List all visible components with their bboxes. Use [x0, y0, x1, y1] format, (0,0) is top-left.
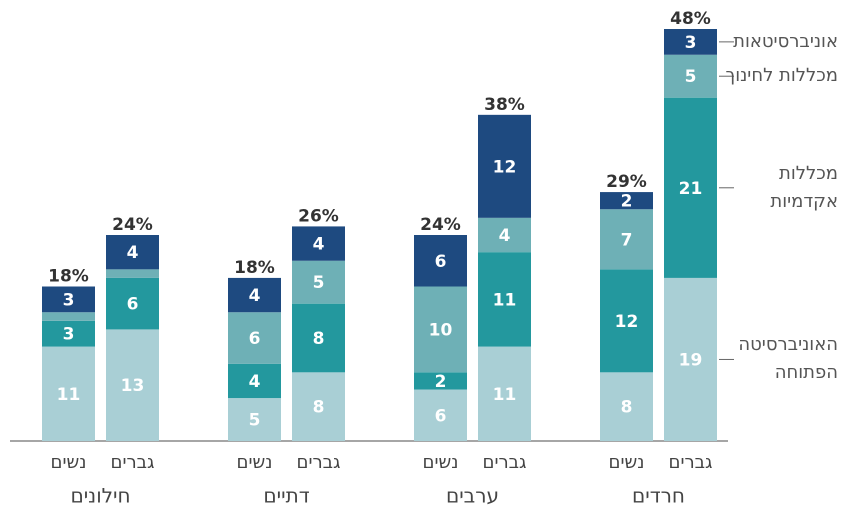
bar-segment [42, 346, 95, 441]
x-tick-label: נשים [51, 452, 87, 473]
bar-segment [42, 286, 95, 313]
value-label: 5 [313, 273, 325, 293]
value-label: 6 [435, 406, 447, 426]
value-label: 3 [685, 33, 697, 53]
bar-segment [478, 114, 531, 218]
bar-segment [106, 329, 159, 441]
bar-segment [478, 252, 531, 347]
x-tick-label: גברים [297, 452, 341, 473]
group-label: ערבים [446, 484, 499, 505]
x-tick-label: נשים [609, 452, 645, 473]
bar-segment [228, 363, 281, 399]
bar-segment [106, 269, 159, 278]
bar-segment [414, 286, 467, 373]
value-label: 11 [493, 385, 517, 405]
value-label: 6 [249, 329, 261, 349]
bar-segment [228, 398, 281, 441]
bar-segment [664, 277, 717, 441]
bar-segment [664, 29, 717, 55]
bar-segment [292, 226, 345, 261]
legend-label: האוניברסיטה הפתוחה [738, 334, 838, 384]
value-label: 11 [493, 290, 517, 310]
value-label: 11 [57, 385, 81, 405]
value-label: 6 [435, 252, 447, 272]
value-label: 6 [127, 295, 139, 315]
total-label: 18% [234, 258, 275, 278]
value-label: 4 [127, 243, 139, 263]
bar-segment [414, 235, 467, 287]
value-label: 4 [313, 235, 325, 255]
bar-segment [478, 217, 531, 253]
total-label: 26% [298, 206, 339, 226]
value-label: 4 [499, 226, 511, 246]
legend-label: מכללות אקדמיות [770, 162, 838, 212]
value-label: 12 [493, 157, 517, 177]
total-label: 48% [670, 9, 711, 29]
total-label: 29% [606, 172, 647, 192]
bar-segment [292, 372, 345, 441]
x-tick-label: גברים [669, 452, 713, 473]
x-tick-label: נשים [423, 452, 459, 473]
bar-segment [600, 192, 653, 210]
bar-segment [228, 277, 281, 313]
bar-segment [292, 303, 345, 373]
x-tick-label: גברים [483, 452, 527, 473]
value-label: 5 [249, 411, 261, 431]
value-label: 4 [249, 372, 261, 392]
value-label: 21 [679, 179, 703, 199]
legend-label: אוניברסיטאות [733, 30, 838, 52]
total-label: 24% [420, 215, 461, 235]
total-label: 38% [484, 95, 525, 115]
bar-segment [228, 312, 281, 364]
x-tick-label: גברים [111, 452, 155, 473]
total-label: 18% [48, 267, 89, 287]
value-label: 2 [621, 192, 633, 212]
bar-segment [106, 235, 159, 270]
value-label: 5 [685, 67, 697, 87]
bar-segment [42, 312, 95, 321]
value-label: 13 [121, 376, 145, 396]
group-label: חרדים [632, 484, 685, 505]
bar-segment [292, 260, 345, 304]
bar-segment [414, 372, 467, 390]
bar-segment [414, 389, 467, 441]
bar-segment [600, 269, 653, 373]
x-tick-label: נשים [237, 452, 273, 473]
value-label: 12 [615, 312, 639, 332]
bar-segment [664, 54, 717, 98]
value-label: 4 [249, 286, 261, 306]
legend-label: מכללות לחינוך [725, 65, 838, 87]
bar-segment [664, 97, 717, 278]
bar-segment [600, 372, 653, 441]
bar-segment [600, 209, 653, 270]
value-label: 8 [313, 398, 325, 418]
bar-segment [478, 346, 531, 441]
value-label: 19 [679, 350, 703, 370]
value-label: 8 [313, 329, 325, 349]
value-label: 3 [63, 325, 75, 345]
value-label: 7 [621, 230, 633, 250]
bar-segment [42, 320, 95, 347]
value-label: 10 [429, 320, 453, 340]
bar-segment [106, 277, 159, 330]
value-label: 3 [63, 290, 75, 310]
total-label: 24% [112, 215, 153, 235]
value-label: 2 [435, 372, 447, 392]
value-label: 8 [621, 398, 633, 418]
group-label: חילונים [70, 484, 130, 505]
group-label: דתיים [263, 484, 309, 505]
